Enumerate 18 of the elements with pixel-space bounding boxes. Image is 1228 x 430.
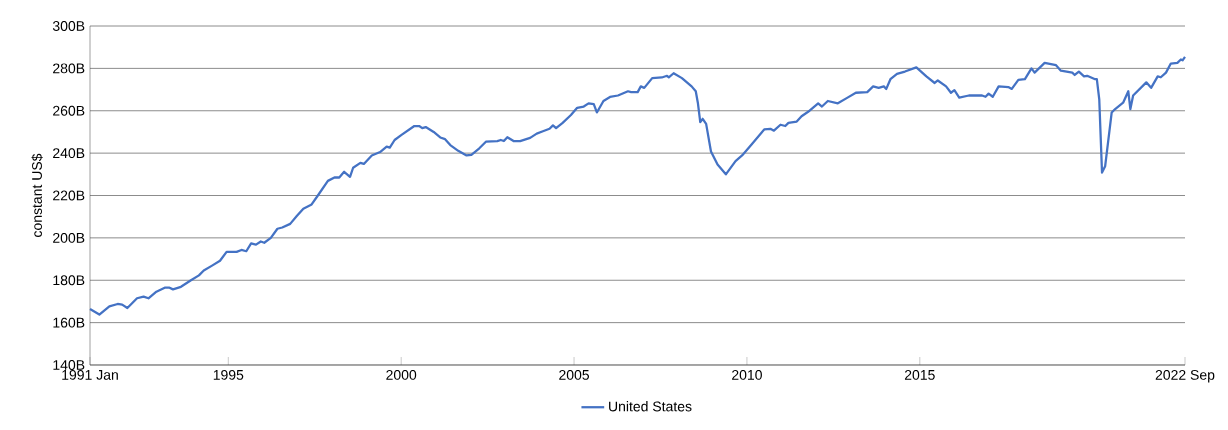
- y-tick-label: 280B: [53, 63, 85, 74]
- x-tick-label: 2010: [732, 369, 762, 380]
- y-tick-label: 140B: [53, 360, 85, 370]
- y-tick-label: 180B: [53, 275, 85, 286]
- x-tick-label: 1995: [213, 369, 244, 380]
- x-tick-label: 2015: [904, 369, 935, 380]
- x-tick-label: 2022 Sep: [1155, 369, 1215, 383]
- y-tick-label: 260B: [53, 105, 85, 116]
- y-tick-label: 240B: [53, 148, 85, 159]
- legend-label: United States: [609, 401, 692, 412]
- x-tick-label: 2000: [386, 369, 417, 380]
- x-tick-label: 2005: [559, 369, 590, 380]
- y-tick-label: 220B: [53, 190, 85, 201]
- y-tick-label: 160B: [53, 317, 85, 328]
- y-tick-label: 300B: [52, 21, 85, 31]
- y-tick-label: 200B: [53, 232, 85, 243]
- x-tick-label: 1991 Jan: [62, 369, 118, 380]
- y-axis-title: constant US$: [31, 153, 43, 237]
